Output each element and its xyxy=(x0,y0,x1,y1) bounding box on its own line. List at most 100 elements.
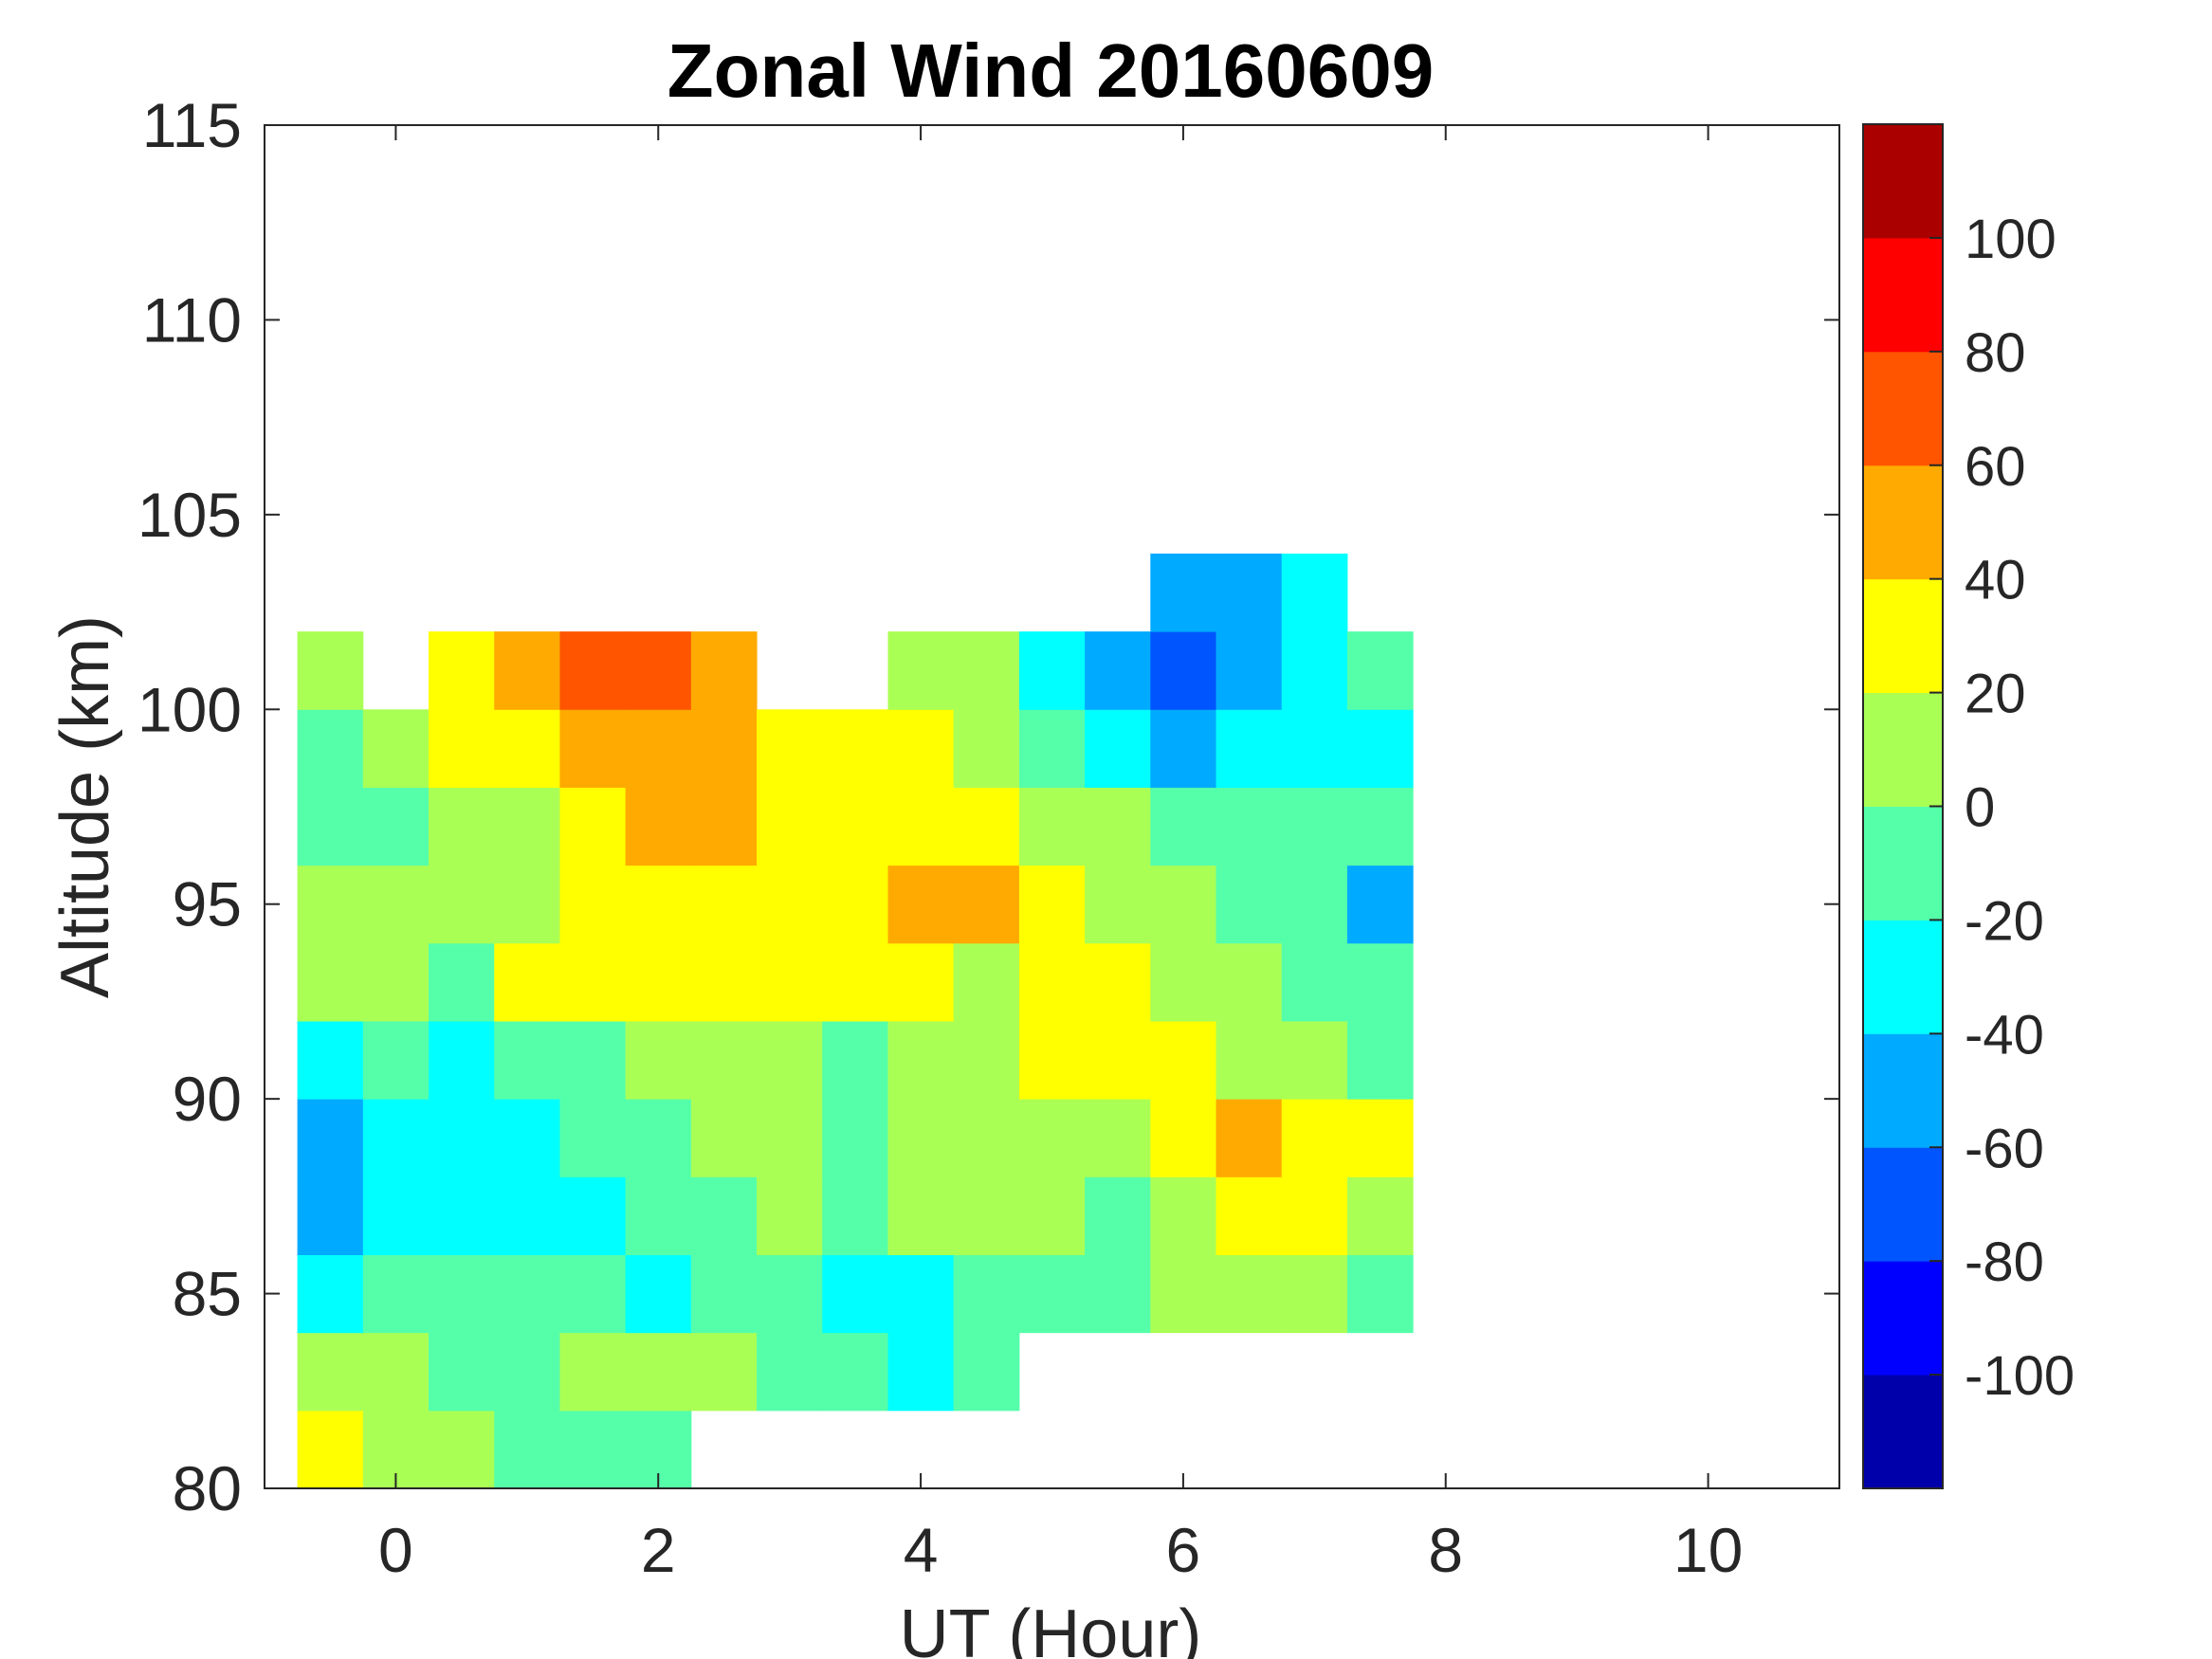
heatmap-cell xyxy=(1216,1176,1283,1255)
heatmap-cell xyxy=(429,787,495,866)
heatmap-cell xyxy=(494,1020,560,1100)
colorbar-band xyxy=(1863,1033,1943,1148)
colorbar-tick-label: -20 xyxy=(1965,890,2044,952)
heatmap-cell xyxy=(1216,1020,1283,1100)
heatmap-cell xyxy=(362,1020,430,1100)
heatmap-cell xyxy=(1085,865,1151,944)
heatmap-cell xyxy=(1346,865,1414,944)
heatmap-cell xyxy=(690,709,758,788)
heatmap-cell xyxy=(757,1020,823,1100)
heatmap-cell xyxy=(297,1099,364,1177)
y-tick-label: 90 xyxy=(173,1064,242,1134)
heatmap-cell xyxy=(887,942,955,1022)
heatmap-cell xyxy=(297,942,364,1022)
heatmap-cell xyxy=(887,1176,955,1255)
colorbar-band xyxy=(1863,237,1943,353)
heatmap-cell xyxy=(559,631,627,710)
heatmap-cell xyxy=(362,1176,430,1255)
heatmap-cell xyxy=(1346,631,1414,710)
heatmap-cell xyxy=(625,1332,692,1412)
colorbar-band xyxy=(1863,1147,1943,1262)
heatmap-cell xyxy=(953,1020,1020,1100)
heatmap-cell xyxy=(1018,631,1086,710)
heatmap-cell xyxy=(559,709,627,788)
colorbar-tick-label: -60 xyxy=(1965,1118,2044,1179)
heatmap-cell xyxy=(887,1332,955,1412)
heatmap-cell xyxy=(1346,1176,1414,1255)
heatmap-cell xyxy=(297,1254,364,1334)
heatmap-cell xyxy=(1281,1176,1348,1255)
heatmap-cell xyxy=(1216,631,1283,710)
heatmap-cell xyxy=(887,787,955,866)
heatmap-cell xyxy=(494,1176,560,1255)
y-tick-label: 85 xyxy=(173,1259,242,1329)
heatmap-cell xyxy=(429,709,495,788)
heatmap-cell xyxy=(494,865,560,944)
y-tick-label: 110 xyxy=(142,284,242,355)
colorbar-tick-label: 100 xyxy=(1965,209,2057,270)
heatmap-cell xyxy=(494,1099,560,1177)
heatmap-cell xyxy=(757,1254,823,1334)
heatmap-cell xyxy=(822,1099,888,1177)
colorbar-band xyxy=(1863,806,1943,921)
heatmap-cell xyxy=(1216,553,1283,632)
heatmap-cell xyxy=(1281,1099,1348,1177)
heatmap-cell xyxy=(1150,865,1217,944)
heatmap-cell xyxy=(625,709,692,788)
x-tick-label: 4 xyxy=(904,1515,939,1585)
heatmap-cell xyxy=(1216,1254,1283,1334)
heatmap-cell xyxy=(1216,787,1283,866)
heatmap-cell xyxy=(429,1099,495,1177)
heatmap-cell xyxy=(625,942,692,1022)
heatmap-cell xyxy=(953,1099,1020,1177)
colorbar-band xyxy=(1863,1375,1943,1489)
colorbar-tick-label: 20 xyxy=(1965,664,2026,725)
heatmap-cell xyxy=(429,1176,495,1255)
heatmap-cell xyxy=(1216,1099,1283,1177)
heatmap-cell xyxy=(1281,787,1348,866)
x-tick-label: 2 xyxy=(641,1515,676,1585)
heatmap-cell xyxy=(494,1410,560,1489)
heatmap-cell xyxy=(559,1254,627,1334)
heatmap-cell xyxy=(625,631,692,710)
heatmap-cell xyxy=(625,1099,692,1177)
colorbar-tick-label: -40 xyxy=(1965,1004,2044,1066)
y-tick-label: 100 xyxy=(137,674,242,744)
heatmap-cell xyxy=(1346,942,1414,1022)
x-axis-label: UT (Hour) xyxy=(900,1596,1202,1659)
heatmap-cell xyxy=(297,1410,364,1489)
colorbar-tick-label: 40 xyxy=(1965,550,2026,611)
x-tick-label: 10 xyxy=(1673,1515,1743,1585)
colorbar-tick-label: 80 xyxy=(1965,322,2026,384)
x-tick-label: 6 xyxy=(1166,1515,1201,1585)
heatmap-cell xyxy=(1346,709,1414,788)
colorbar-band xyxy=(1863,578,1943,694)
heatmap-cell xyxy=(1150,1099,1217,1177)
heatmap-cell xyxy=(429,1254,495,1334)
heatmap-cell xyxy=(1018,1254,1086,1334)
heatmap-cell xyxy=(1216,865,1283,944)
heatmap-cell xyxy=(559,1099,627,1177)
heatmap-cell xyxy=(1085,787,1151,866)
heatmap-cell xyxy=(1281,709,1348,788)
heatmap-cell xyxy=(822,1176,888,1255)
colorbar-band xyxy=(1863,124,1943,239)
heatmap-cell xyxy=(1085,1176,1151,1255)
y-axis: 80 85 90 95 100 105 110 115 xyxy=(137,90,1839,1523)
heatmap-cell xyxy=(1018,1099,1086,1177)
heatmap-cell xyxy=(1018,787,1086,866)
heatmap-cell xyxy=(887,1099,955,1177)
colorbar-tick-label: -80 xyxy=(1965,1231,2044,1293)
heatmap-cell xyxy=(953,942,1020,1022)
heatmap-cell xyxy=(887,1020,955,1100)
heatmap-cell xyxy=(953,1254,1020,1334)
heatmap-cell xyxy=(1346,1254,1414,1334)
heatmap-cell xyxy=(625,865,692,944)
heatmap-cell xyxy=(362,1254,430,1334)
heatmap-cell xyxy=(690,942,758,1022)
heatmap-cell xyxy=(953,787,1020,866)
heatmap-cell xyxy=(429,1020,495,1100)
heatmap-cell xyxy=(297,709,364,788)
heatmap-cell xyxy=(822,942,888,1022)
heatmap-cell xyxy=(297,631,364,710)
